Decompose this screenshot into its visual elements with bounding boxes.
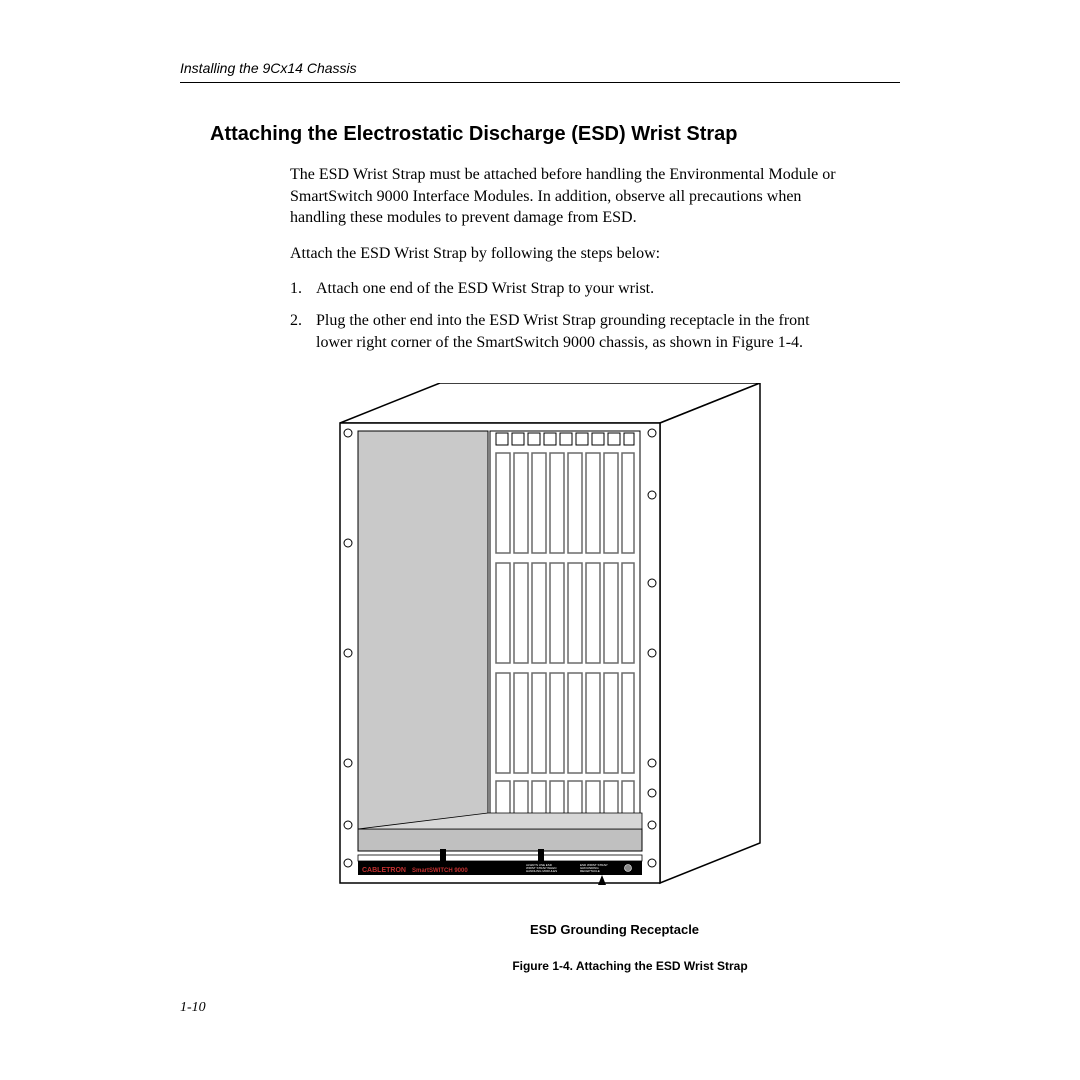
svg-text:RECEPTACLE: RECEPTACLE: [580, 869, 600, 873]
body-text: The ESD Wrist Strap must be attached bef…: [290, 164, 850, 353]
brand-cabletron: CABLETRON: [362, 867, 406, 874]
step-1-text: Attach one end of the ESD Wrist Strap to…: [316, 278, 850, 300]
brand-smartswitch: SmartSWITCH 9000: [412, 868, 468, 874]
step-1-number: 1.: [290, 278, 316, 300]
figure-1-4: CABLETRON SmartSWITCH 9000 ALWAYS USE ES…: [320, 383, 900, 973]
step-2-number: 2.: [290, 310, 316, 353]
step-2: 2. Plug the other end into the ESD Wrist…: [290, 310, 850, 353]
step-2-text: Plug the other end into the ESD Wrist St…: [316, 310, 850, 353]
figure-caption: Figure 1-4. Attaching the ESD Wrist Stra…: [360, 959, 900, 973]
running-header: Installing the 9Cx14 Chassis: [180, 60, 900, 83]
page-number: 1-10: [180, 1000, 206, 1016]
section-title: Attaching the Electrostatic Discharge (E…: [210, 123, 900, 146]
lead-paragraph: Attach the ESD Wrist Strap by following …: [290, 243, 850, 265]
page: Installing the 9Cx14 Chassis Attaching t…: [180, 60, 900, 973]
step-1: 1. Attach one end of the ESD Wrist Strap…: [290, 278, 850, 300]
svg-text:HANDLING MODULES: HANDLING MODULES: [526, 869, 557, 873]
esd-receptacle-icon: [625, 865, 632, 872]
chassis-diagram: CABLETRON SmartSWITCH 9000 ALWAYS USE ES…: [320, 383, 780, 913]
intro-paragraph: The ESD Wrist Strap must be attached bef…: [290, 164, 850, 229]
esd-receptacle-label: ESD Grounding Receptacle: [530, 922, 900, 937]
